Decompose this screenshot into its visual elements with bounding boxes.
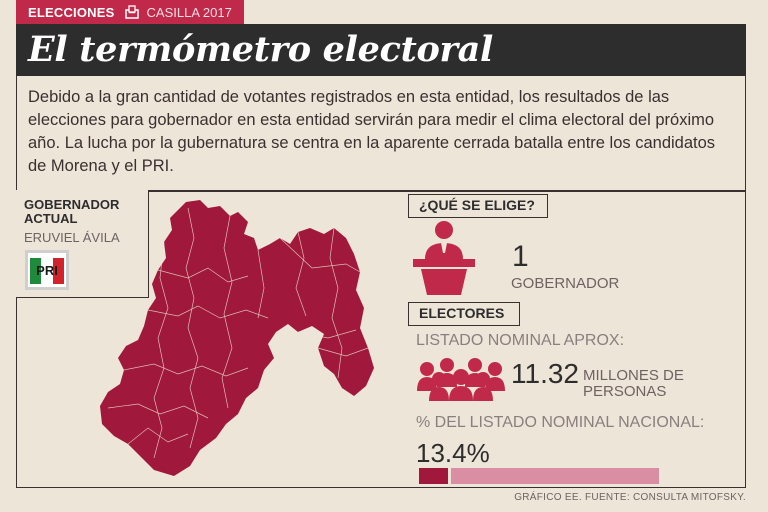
percent-value: 13.4% xyxy=(416,438,490,468)
nominal-unit: MILLONES DE PERSONAS xyxy=(583,367,684,400)
percent-label: % DEL LISTADO NOMINAL NACIONAL: xyxy=(416,414,705,431)
governor-title: GOBERNADOR ACTUAL xyxy=(24,197,120,226)
divider xyxy=(16,190,746,192)
podium-icon xyxy=(411,219,477,295)
governor-box: GOBERNADOR ACTUAL ERUVIEL ÁVILA PRI xyxy=(16,190,149,298)
governor-name: ERUVIEL ÁVILA xyxy=(24,230,120,245)
people-group-icon xyxy=(415,355,507,403)
nominal-label: LISTADO NOMINAL APROX: xyxy=(416,332,625,349)
question-label: ¿QUÉ SE ELIGE? xyxy=(408,194,548,218)
percent-bar xyxy=(419,468,659,484)
percent-bar-fill xyxy=(419,468,452,484)
svg-text:PRI: PRI xyxy=(36,263,58,278)
nominal-value: 11.32 xyxy=(511,358,579,389)
page-title: El termómetro electoral xyxy=(28,29,494,70)
voters-label: ELECTORES xyxy=(408,302,520,326)
ballot-box-icon xyxy=(123,0,141,24)
pri-logo: PRI xyxy=(25,250,69,290)
intro-paragraph: Debido a la gran cantidad de votantes re… xyxy=(28,88,716,175)
election-count: 1 xyxy=(512,240,529,273)
section-tag: ELECCIONES CASILLA 2017 xyxy=(16,0,244,24)
section-label: ELECCIONES xyxy=(28,4,115,20)
election-office: GOBERNADOR xyxy=(511,275,620,292)
state-map xyxy=(98,198,378,480)
source-credit: GRÁFICO EE. FUENTE: CONSULTA MITOFSKY. xyxy=(514,492,746,503)
subsection-label: CASILLA 2017 xyxy=(146,4,232,20)
title-bar: El termómetro electoral xyxy=(16,24,746,76)
